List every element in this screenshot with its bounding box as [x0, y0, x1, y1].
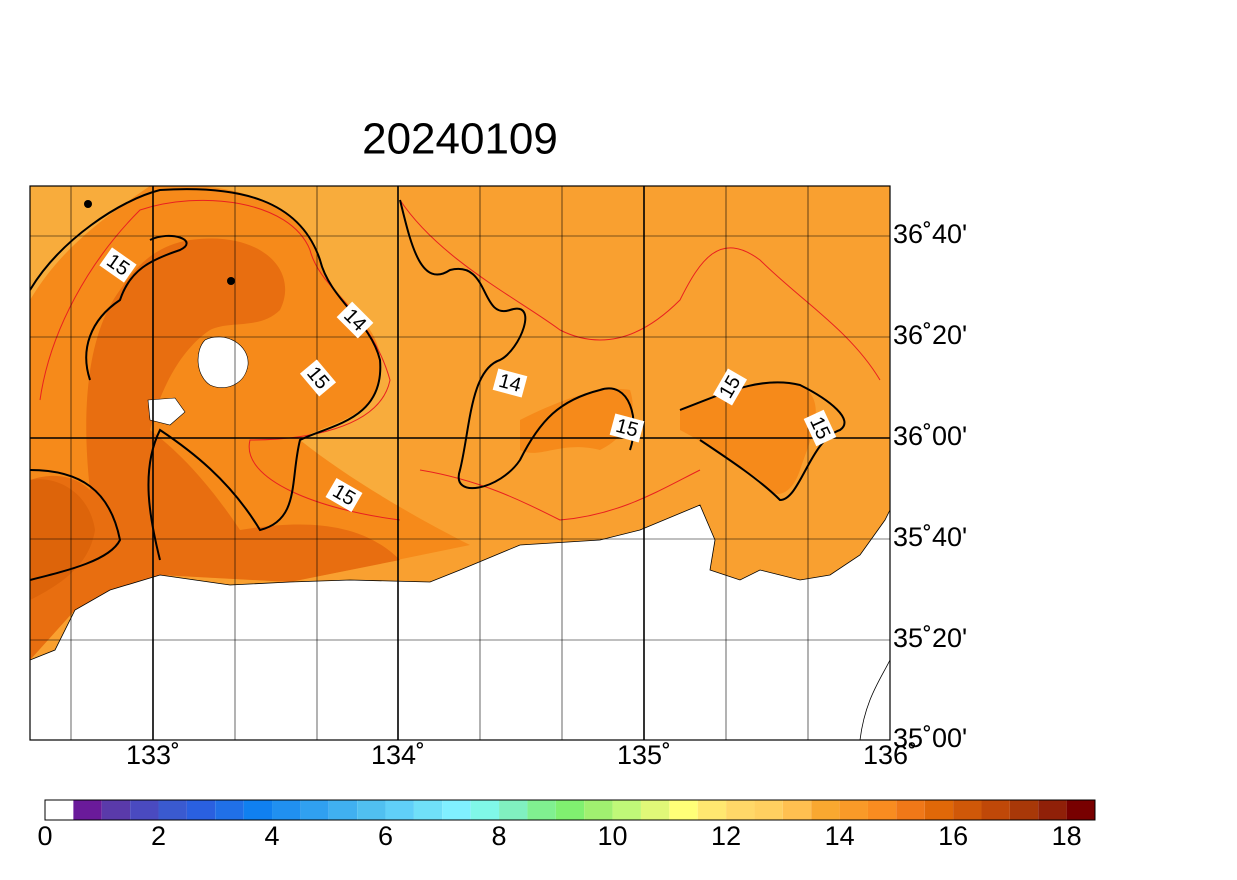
lon-label: 134˚	[371, 740, 425, 770]
colorbar-swatch	[811, 800, 840, 820]
coast-east	[859, 659, 890, 740]
colorbar-swatch	[896, 800, 925, 820]
region-15-east	[520, 389, 633, 453]
lon-label: 135˚	[617, 740, 671, 770]
lat-label: 36˚40'	[893, 219, 967, 249]
colorbar-swatch	[924, 800, 954, 820]
region-16b	[30, 479, 95, 600]
colorbar-swatch	[839, 800, 868, 820]
colorbar-frame	[44, 799, 1096, 821]
colorbar-label: 6	[378, 821, 393, 851]
map-frame	[29, 185, 891, 741]
colorbar-swatch	[45, 800, 74, 820]
colorbar-label: 4	[265, 821, 280, 851]
colorbar-swatch	[555, 800, 585, 820]
colorbar-label: 18	[1052, 821, 1082, 851]
colorbar-swatch	[357, 800, 386, 820]
colorbar-swatch	[867, 800, 897, 820]
land	[30, 504, 890, 740]
colorbar-swatch	[640, 800, 670, 820]
colorbar-swatch	[697, 800, 727, 820]
contour-label-box	[803, 409, 837, 447]
colorbar-swatch	[101, 800, 131, 820]
colorbar-swatch	[1066, 800, 1095, 820]
colorbar-swatch	[243, 800, 273, 820]
colorbar-swatch	[470, 800, 500, 820]
lon-label: 136˚	[863, 740, 917, 770]
colorbar-swatch	[527, 800, 556, 820]
contour-label-box	[336, 301, 374, 339]
contour-label-box	[325, 477, 363, 513]
colorbar-swatch	[499, 800, 528, 820]
lat-label: 35˚20'	[893, 623, 967, 653]
contour-label-box	[99, 247, 137, 283]
title: 20240109	[362, 115, 558, 164]
island-dozen	[147, 397, 186, 426]
region-16	[30, 238, 400, 660]
colorbar-swatch	[215, 800, 244, 820]
colorbar-swatch	[726, 800, 755, 820]
black-contours	[30, 188, 846, 581]
colorbar-swatch	[130, 800, 159, 820]
colorbar-label: 14	[825, 821, 855, 851]
lat-label: 36˚00'	[893, 421, 967, 451]
colorbar-swatch	[158, 800, 187, 820]
colorbar-swatch	[669, 800, 698, 820]
colorbar-swatch	[981, 800, 1010, 820]
contour-label: 15	[99, 247, 137, 283]
colorbar-swatch	[612, 800, 641, 820]
colorbar-swatch	[186, 800, 216, 820]
contour-label-box	[299, 359, 337, 397]
lat-label: 35˚00'	[893, 723, 967, 753]
colorbar-swatch	[328, 800, 358, 820]
colorbar-swatch	[385, 800, 414, 820]
contour-label-box	[492, 368, 528, 398]
colorbar-swatch	[413, 800, 443, 820]
contour-label-box	[609, 413, 645, 443]
colorbar-label: 16	[938, 821, 968, 851]
colorbar-swatch	[73, 800, 102, 820]
colorbar-swatch	[1009, 800, 1039, 820]
colorbar-swatch	[953, 800, 982, 820]
colorbar-swatch	[300, 800, 329, 820]
island-dogo	[197, 336, 249, 388]
lat-label: 36˚20'	[893, 320, 967, 350]
colorbar-swatch	[1038, 800, 1067, 820]
colorbar-swatch	[782, 800, 812, 820]
graticule	[30, 186, 890, 740]
colorbar-label: 8	[492, 821, 507, 851]
colorbar-label: 12	[711, 821, 741, 851]
colorbar-label: 2	[151, 821, 166, 851]
station-dot	[84, 200, 92, 208]
sst-field	[30, 186, 890, 740]
colorbar-swatch	[584, 800, 613, 820]
colorbar-swatch	[272, 800, 301, 820]
colorbar-swatch	[754, 800, 783, 820]
colorbar-label: 10	[598, 821, 628, 851]
contour-label-box	[712, 368, 748, 406]
colorbar-swatch	[442, 800, 471, 820]
lat-label: 35˚40'	[893, 522, 967, 552]
station-dot	[227, 277, 235, 285]
colorbar-label: 0	[37, 821, 52, 851]
contour-label: 14	[492, 368, 528, 398]
lon-label: 133˚	[126, 740, 180, 770]
